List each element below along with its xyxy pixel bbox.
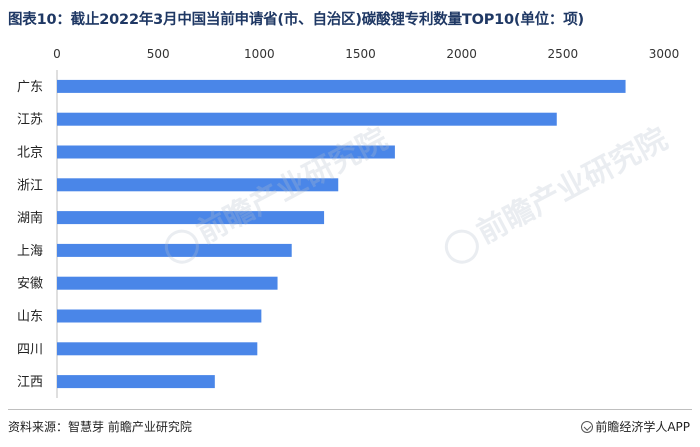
x-tick-label: 1000: [244, 47, 275, 61]
bar: [57, 342, 258, 356]
category-label: 广东: [17, 80, 43, 95]
bar: [57, 145, 395, 159]
source-note: 资料来源：智慧芽 前瞻产业研究院: [8, 420, 192, 434]
bar: [57, 375, 215, 389]
category-label: 安徽: [17, 277, 43, 292]
bar: [57, 211, 325, 225]
x-tick-label: 500: [147, 47, 170, 61]
bar: [57, 112, 557, 126]
bar: [57, 79, 626, 93]
category-label: 湖南: [17, 210, 43, 226]
brand-label: 前瞻经济学人APP: [581, 418, 690, 435]
category-label: 浙江: [17, 178, 43, 193]
bar: [57, 243, 292, 257]
category-label: 江苏: [17, 112, 43, 128]
x-tick-label: 0: [53, 47, 61, 61]
bars: [57, 79, 626, 389]
bar-chart: 0 500 1000 1500 2000 2500 3000 广东江苏北京浙江湖南上海安徽山…: [17, 47, 679, 398]
x-tick-label: 2000: [446, 47, 477, 61]
category-label: 上海: [17, 244, 43, 259]
category-label: 北京: [17, 146, 43, 161]
brand-logo-icon: [581, 421, 594, 433]
x-tick-label: 1500: [345, 47, 376, 61]
category-label: 江西: [17, 375, 43, 390]
category-label: 四川: [17, 342, 43, 357]
chart-title: 图表10：截止2022年3月中国当前申请省(市、自治区)碳酸锂专利数量TOP10…: [8, 12, 584, 28]
x-axis-ticks: 0 500 1000 1500 2000 2500 3000: [53, 47, 679, 61]
x-tick-label: 2500: [548, 47, 579, 61]
x-tick-label: 3000: [649, 47, 680, 61]
category-label: 山东: [17, 310, 43, 325]
footer-divider: [8, 409, 692, 410]
bar: [57, 178, 339, 192]
bar: [57, 276, 278, 290]
bar: [57, 309, 262, 323]
brand-text: 前瞻经济学人APP: [595, 420, 690, 434]
